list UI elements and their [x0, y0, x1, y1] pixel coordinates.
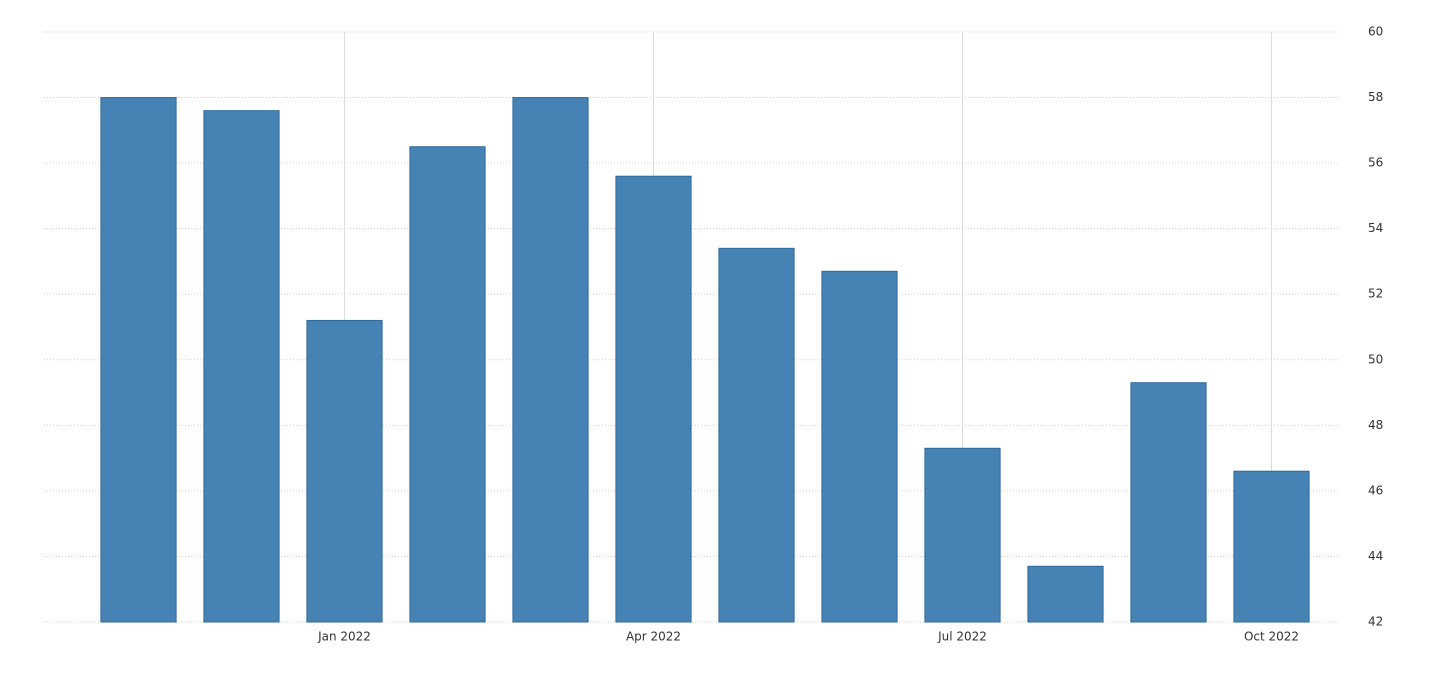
bar: [203, 110, 280, 623]
bar: [306, 319, 383, 623]
bar: [821, 270, 898, 623]
y-tick-label: 44: [1368, 549, 1383, 563]
bar: [1233, 470, 1310, 623]
y-tick-label: 56: [1368, 156, 1383, 170]
bar: [1130, 382, 1207, 623]
x-tick-label: Jul 2022: [937, 630, 987, 644]
y-tick-label: 60: [1368, 25, 1383, 39]
bar: [1027, 565, 1104, 623]
x-tick-label: Oct 2022: [1244, 630, 1299, 644]
bar: [409, 146, 486, 623]
x-tick-label: Jan 2022: [317, 630, 371, 644]
bar: [718, 247, 795, 623]
y-tick-label: 58: [1368, 90, 1383, 104]
x-tick-label: Apr 2022: [626, 630, 681, 644]
y-tick-label: 52: [1368, 287, 1383, 301]
bar: [512, 97, 589, 623]
y-tick-label: 54: [1368, 221, 1383, 235]
bar: [100, 97, 177, 623]
y-tick-label: 50: [1368, 352, 1383, 366]
y-tick-label: 48: [1368, 418, 1383, 432]
bar: [924, 447, 1001, 623]
y-tick-label: 42: [1368, 615, 1383, 629]
y-tick-label: 46: [1368, 483, 1383, 497]
bar: [615, 175, 692, 623]
